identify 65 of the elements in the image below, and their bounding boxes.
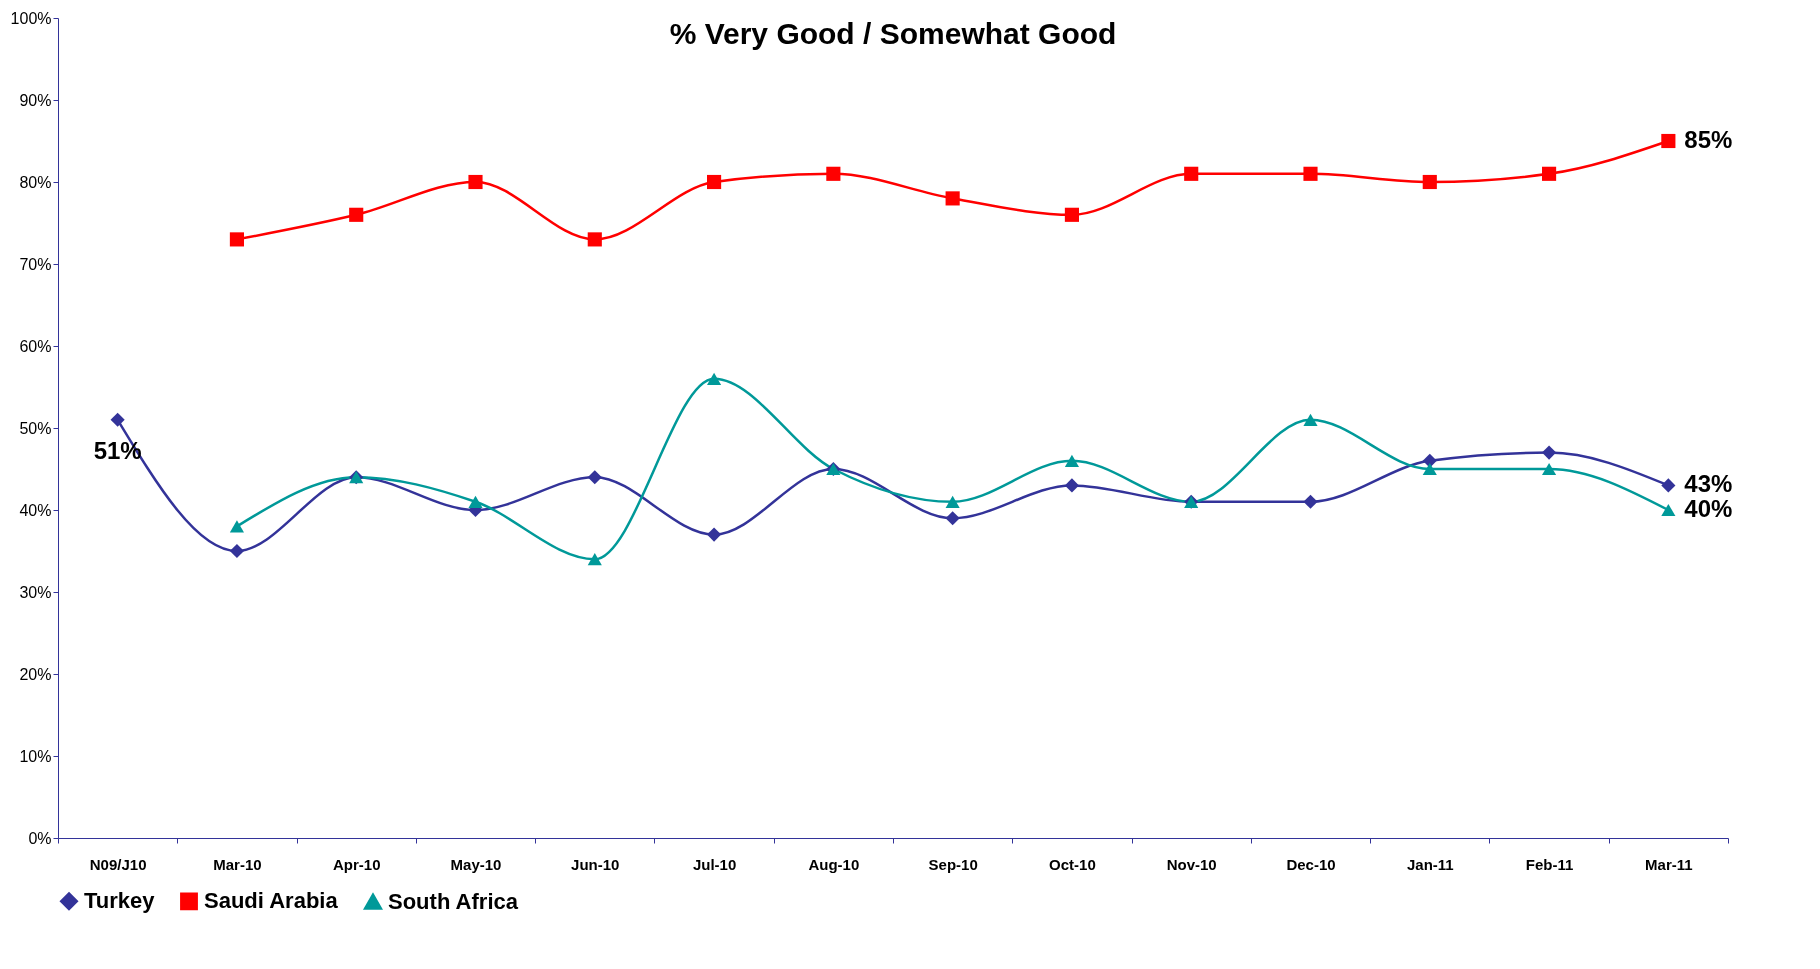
y-tick-label: 20% <box>19 665 52 683</box>
x-tick-label: Aug-10 <box>808 855 860 873</box>
x-tick-label: Jul-10 <box>692 855 737 873</box>
data-label: 40% <box>1684 495 1733 522</box>
x-tick-label: N09/J10 <box>89 855 147 873</box>
y-tick-label: 40% <box>19 501 52 519</box>
data-label: 43% <box>1684 470 1733 498</box>
point <box>945 511 960 526</box>
point <box>1542 166 1557 181</box>
point <box>229 543 244 559</box>
point <box>1303 166 1318 181</box>
legend-label: Saudi Arabia <box>204 888 339 914</box>
point <box>1064 478 1079 493</box>
point <box>110 412 125 427</box>
point <box>1422 174 1437 190</box>
y-tick-label: 60% <box>19 337 52 355</box>
legend-label: South Africa <box>388 888 519 914</box>
data-label: 85% <box>1684 126 1733 153</box>
point <box>349 207 364 222</box>
y-tick-label: 80% <box>19 173 52 191</box>
x-tick-label: May-10 <box>450 855 502 873</box>
y-tick-label: 100% <box>10 9 52 27</box>
point <box>1542 445 1557 460</box>
x-tick-label: Jan-11 <box>1406 855 1454 873</box>
x-tick-label: Sep-10 <box>928 855 978 873</box>
y-tick-label: 0% <box>28 829 52 847</box>
point <box>587 232 602 247</box>
y-tick-label: 70% <box>19 255 52 273</box>
x-tick-label: Nov-10 <box>1166 855 1217 873</box>
point <box>1064 454 1079 467</box>
point <box>945 495 960 508</box>
legend-label: Turkey <box>84 888 156 914</box>
point <box>1422 462 1437 476</box>
chart-title: % Very Good / Somewhat Good <box>669 17 1117 50</box>
point <box>1303 413 1318 426</box>
point <box>468 174 483 190</box>
point <box>1542 462 1557 476</box>
point <box>1422 453 1437 468</box>
x-tick-label: Apr-10 <box>332 855 381 873</box>
point <box>587 470 602 485</box>
point <box>587 553 602 566</box>
x-tick-label: Jun-10 <box>571 855 620 873</box>
y-tick-label: 30% <box>19 583 52 601</box>
point <box>468 495 483 508</box>
x-tick-label: Mar-10 <box>213 855 262 873</box>
point <box>1661 503 1676 517</box>
point <box>826 166 841 181</box>
x-tick-label: Oct-10 <box>1049 855 1096 873</box>
point <box>1064 207 1079 222</box>
point <box>229 232 244 247</box>
point <box>229 520 244 533</box>
y-tick-label: 10% <box>19 747 52 765</box>
x-tick-label: Mar-11 <box>1645 855 1693 873</box>
y-tick-label: 90% <box>19 91 52 109</box>
point <box>707 527 722 542</box>
point <box>1184 166 1199 181</box>
point <box>945 191 960 206</box>
x-tick-label: Dec-10 <box>1286 855 1336 873</box>
point <box>1303 494 1318 509</box>
point <box>707 174 722 190</box>
point <box>1661 133 1676 149</box>
y-tick-label: 50% <box>19 419 52 437</box>
x-tick-label: Feb-11 <box>1525 855 1574 873</box>
point <box>707 372 722 385</box>
point <box>1661 478 1676 493</box>
